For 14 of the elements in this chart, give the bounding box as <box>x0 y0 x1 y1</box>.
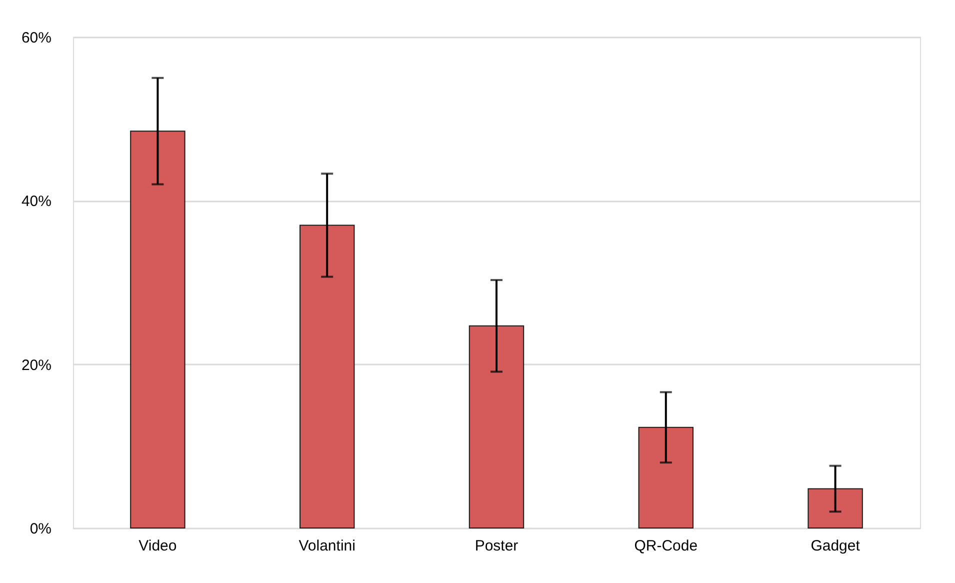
x-tick-label: Gadget <box>810 538 861 554</box>
y-tick-label: 40% <box>21 193 52 210</box>
bar <box>130 130 186 528</box>
x-tick-label: Volantini <box>298 538 356 554</box>
x-tick-label: QR-Code <box>634 538 698 554</box>
bar <box>638 426 694 528</box>
y-tick-label: 20% <box>21 356 52 374</box>
bar <box>808 488 863 528</box>
y-tick-label: 0% <box>30 520 52 538</box>
x-tick-label: Poster <box>474 538 518 554</box>
bar <box>299 224 355 528</box>
x-tick-label: Video <box>138 538 177 554</box>
bar <box>468 325 524 528</box>
y-tick-label: 60% <box>21 30 52 46</box>
